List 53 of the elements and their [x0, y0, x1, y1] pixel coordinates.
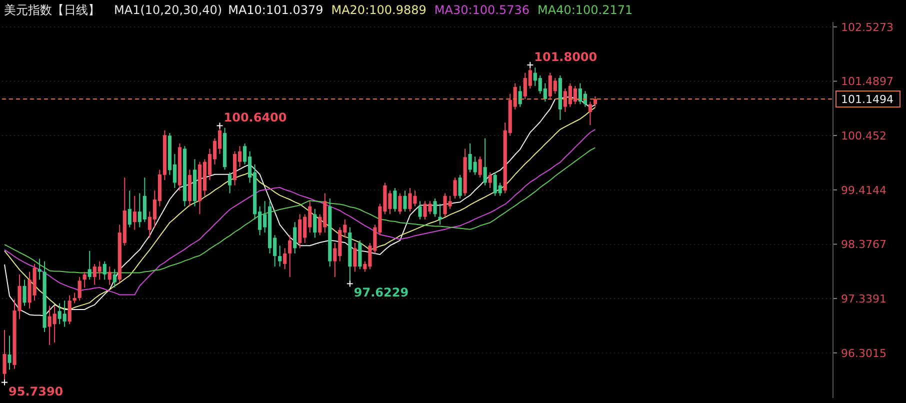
annotation: 100.6400 [224, 110, 287, 125]
chart-title: 美元指数【日线】 [4, 3, 100, 17]
candlestick [393, 188, 397, 212]
text: MA20:100.9889 [331, 3, 426, 17]
annotation: 95.7390 [8, 384, 64, 398]
candlestick [358, 240, 362, 270]
candlestick [102, 260, 106, 280]
candlestick [288, 234, 292, 278]
y-tick-label: 99.4144 [841, 184, 886, 197]
candlestick [453, 177, 457, 199]
candlestick [108, 266, 112, 286]
y-tick-label: 101.4897 [841, 75, 894, 88]
annotation: 101.8000 [534, 50, 598, 64]
text: MA40:100.2171 [538, 3, 633, 17]
candlestick [588, 101, 592, 126]
candlestick [72, 292, 76, 304]
candlestick [38, 258, 42, 280]
candlestick [433, 198, 437, 218]
candlestick [8, 335, 12, 370]
candlestick [128, 190, 132, 228]
candlestick [398, 192, 402, 215]
y-tick-label: 102.5273 [841, 20, 894, 34]
candlestick [438, 203, 442, 226]
ref-line-label: 101.1494 [841, 93, 894, 106]
candlestick [313, 208, 317, 238]
candlestick [278, 245, 282, 268]
legend-title: MA1(10,20,30,40) [114, 3, 222, 17]
text: MA10:101.0379 [228, 3, 324, 17]
candlestick [228, 172, 232, 194]
candlestick [478, 156, 482, 178]
candlestick [78, 276, 82, 302]
y-tick-label: 97.3391 [841, 292, 886, 306]
candlestick [483, 138, 487, 186]
candlestick [458, 174, 462, 199]
candlestick [593, 96, 598, 108]
candlestick [82, 271, 86, 288]
candlestick [488, 172, 492, 189]
annotation: 97.6229 [354, 286, 409, 300]
candlestick [293, 222, 297, 254]
candlestick [112, 268, 116, 288]
candlestick [22, 279, 26, 306]
candlestick [283, 248, 287, 270]
candlestick [403, 190, 407, 212]
candlestick [88, 250, 92, 280]
y-tick-label: 96.3015 [841, 346, 886, 360]
y-tick-label: 100.452 [841, 130, 886, 143]
y-tick-label: 98.3767 [841, 238, 886, 252]
text: MA30:100.5736 [434, 3, 530, 17]
candlestick [518, 85, 522, 108]
candlestick [353, 242, 357, 272]
candlestick [68, 294, 72, 325]
candlestick [418, 200, 422, 220]
candlestick [132, 195, 136, 230]
